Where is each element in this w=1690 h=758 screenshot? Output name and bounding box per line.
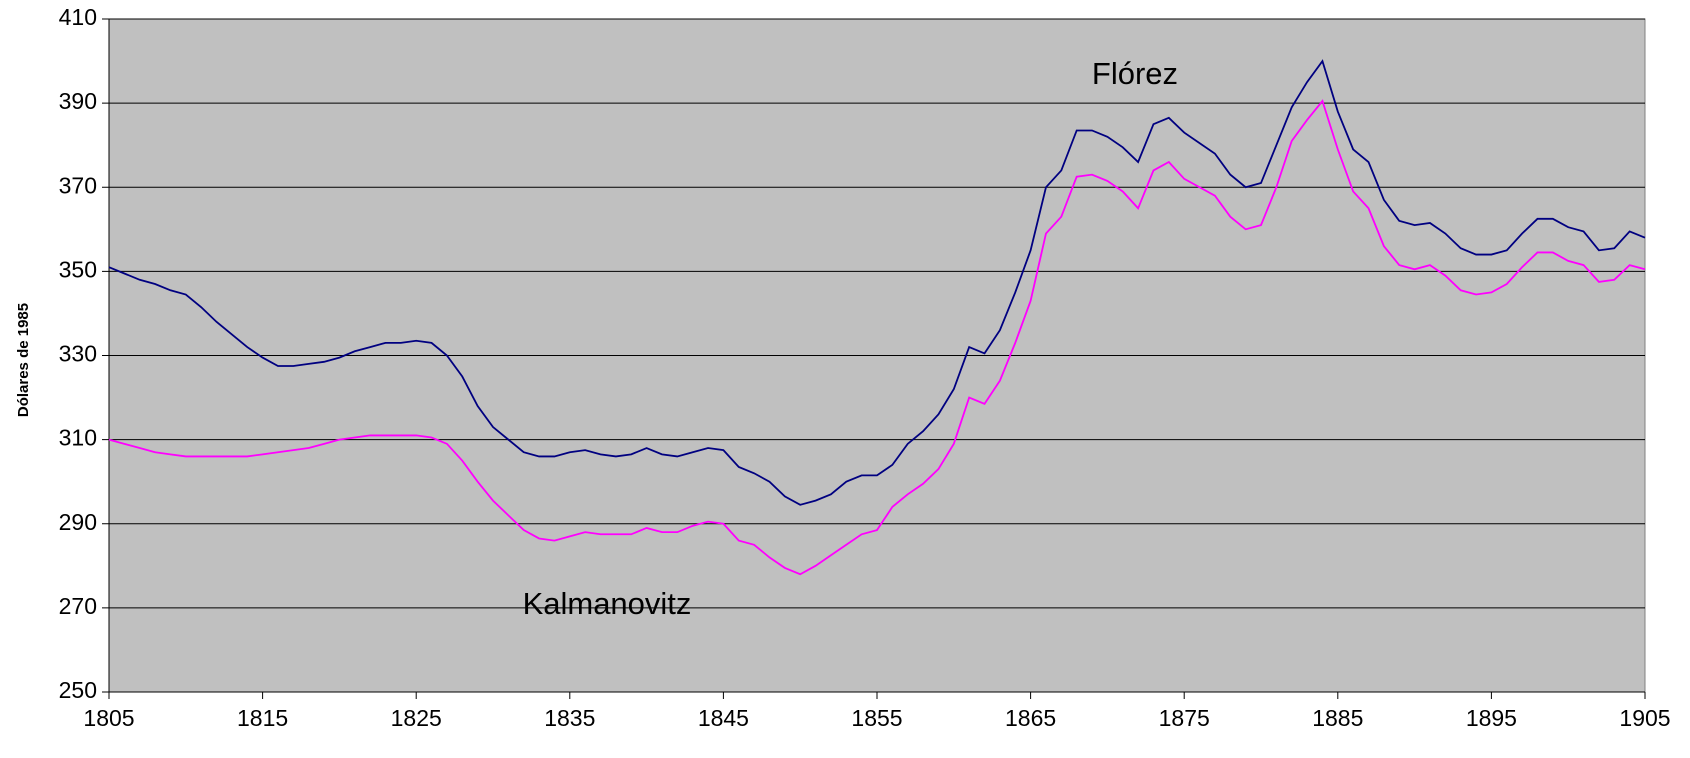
y-axis-label: Dólares de 1985 <box>15 303 32 417</box>
y-tick-label: 330 <box>59 341 97 367</box>
x-tick-label: 1835 <box>544 705 595 731</box>
x-tick-label: 1845 <box>698 705 749 731</box>
y-tick-label: 290 <box>59 509 97 535</box>
series-label: Flórez <box>1092 56 1178 91</box>
x-tick-label: 1895 <box>1466 705 1517 731</box>
x-tick-label: 1805 <box>83 705 134 731</box>
y-tick-label: 250 <box>59 677 97 703</box>
y-tick-label: 390 <box>59 88 97 114</box>
y-tick-label: 370 <box>59 172 97 198</box>
x-tick-label: 1905 <box>1619 705 1670 731</box>
series-line <box>108 59 1646 506</box>
x-tick-label: 1855 <box>851 705 902 731</box>
y-tick-label: 310 <box>59 425 97 451</box>
x-tick-label: 1825 <box>391 705 442 731</box>
x-tick-label: 1865 <box>1005 705 1056 731</box>
x-tick-label: 1875 <box>1159 705 1210 731</box>
y-tick-label: 410 <box>59 4 97 30</box>
x-tick-label: 1815 <box>237 705 288 731</box>
y-tick-label: 270 <box>59 593 97 619</box>
series-line <box>108 99 1646 576</box>
y-tick-label: 350 <box>59 256 97 282</box>
x-tick-label: 1885 <box>1312 705 1363 731</box>
series-label: Kalmanovitz <box>523 586 692 621</box>
